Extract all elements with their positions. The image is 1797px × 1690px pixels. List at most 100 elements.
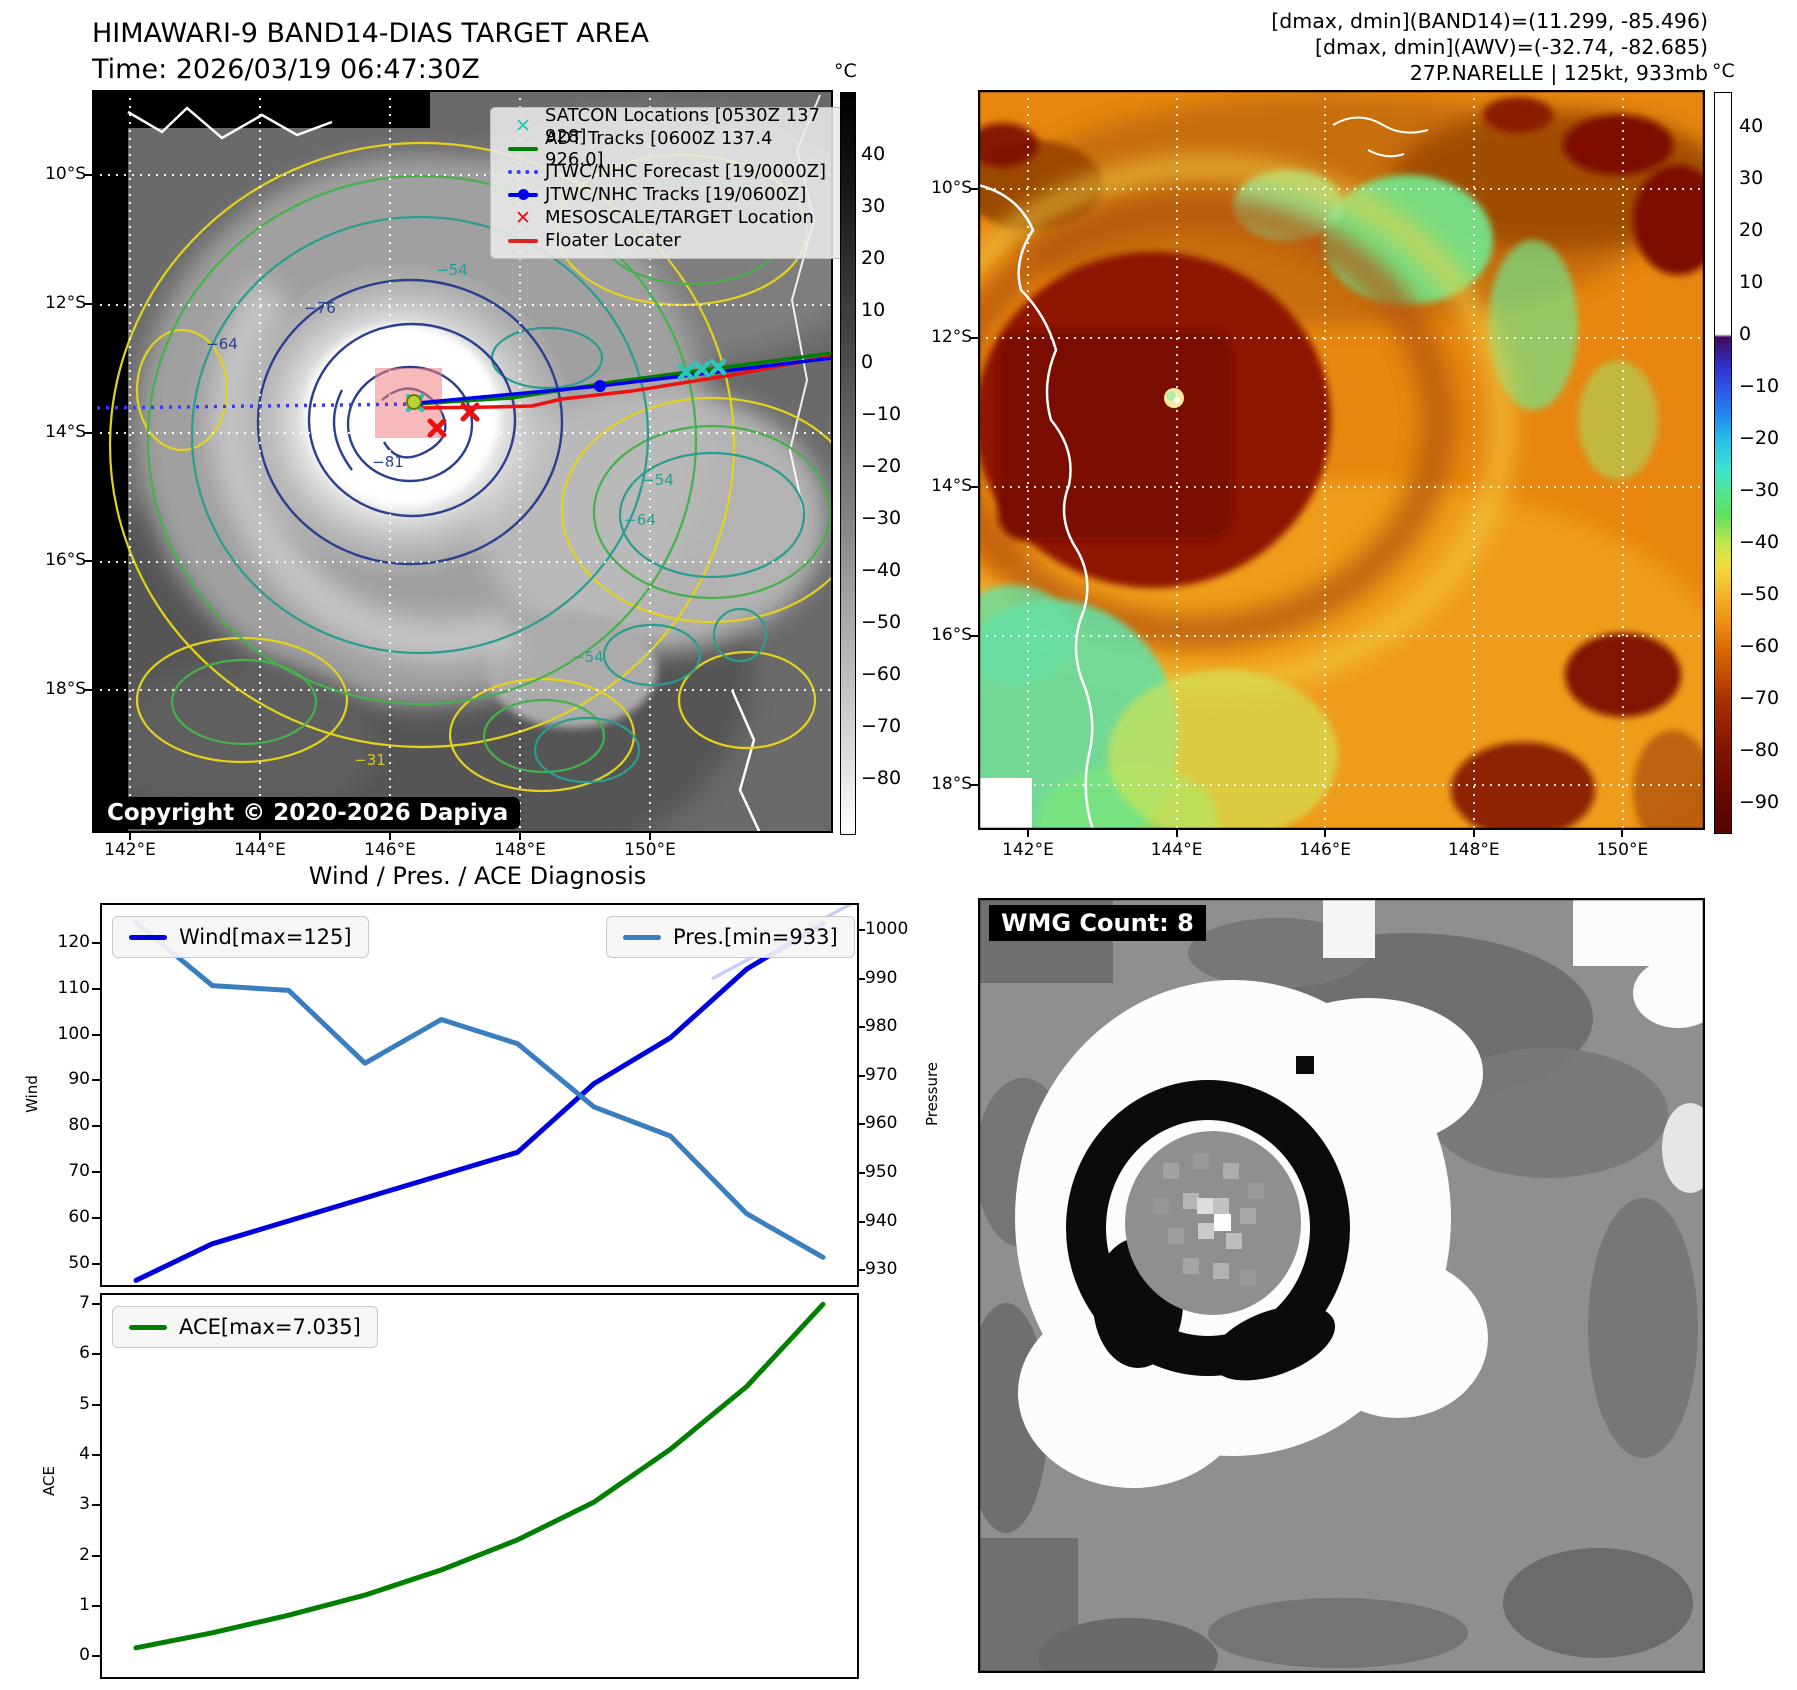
tick-mark: [92, 1655, 100, 1658]
tick-label: 12°S: [45, 292, 86, 313]
awv-cloud-field: [978, 95, 1705, 830]
tick-label: −50: [861, 611, 902, 633]
tick-label: 16°S: [931, 625, 972, 645]
tick-label: 14°S: [931, 476, 972, 496]
no-data-corner: [978, 778, 1032, 830]
ace-legend-label: ACE[max=7.035]: [179, 1315, 361, 1339]
tick-mark: [970, 337, 978, 339]
tick-mark: [970, 188, 978, 190]
tick-mark: [970, 635, 978, 637]
band14-map-legend: ✕ SATCON Locations [0530Z 137 928] ADT T…: [490, 105, 844, 259]
mesoscale-markers: [427, 402, 480, 438]
awv-dmax-dmin: [dmax, dmin](AWV)=(-32.74, -82.685): [1315, 35, 1708, 59]
tick-mark: [389, 833, 391, 840]
map-border: [978, 90, 1705, 830]
tick-mark: [970, 784, 978, 786]
tick-label: −10: [861, 403, 902, 425]
contour-label: −76: [304, 299, 336, 317]
legend-row-satcon: ✕ SATCON Locations [0530Z 137 928]: [501, 105, 831, 147]
tick-label: 90: [68, 1069, 90, 1090]
pres-legend-label: Pres.[min=933]: [673, 925, 838, 949]
tick-label: 16°S: [45, 550, 86, 571]
legend-row-jtwc: JTWC/NHC Tracks [19/0600Z]: [501, 183, 831, 206]
tick-label: 148°E: [1447, 840, 1500, 860]
series-line-wind: [133, 920, 826, 1283]
wmg-count-badge: WMG Count: 8: [989, 905, 1206, 941]
tick-label: 950: [865, 1162, 898, 1182]
copyright-badge: Copyright © 2020-2026 Dapiya: [95, 797, 521, 829]
tick-label: −10: [1739, 375, 1780, 397]
contour-label: −64: [206, 335, 238, 353]
tick-mark: [92, 1554, 100, 1557]
tick-mark: [857, 1269, 865, 1272]
tick-label: 60: [68, 1206, 90, 1227]
series-line-pres.: [133, 920, 826, 1260]
tick-label: −70: [861, 715, 902, 737]
wmg-image: [978, 898, 1705, 1673]
satcon-x-icon: ✕: [515, 114, 531, 137]
tick-mark: [857, 1220, 865, 1223]
tick-mark: [857, 1172, 865, 1174]
tick-mark: [857, 1074, 865, 1077]
tick-mark: [1027, 830, 1029, 837]
tick-label: 120: [57, 932, 90, 952]
tick-label: 930: [865, 1259, 898, 1280]
band14-colorbar-unit: °C: [834, 60, 857, 82]
tick-label: 150°E: [624, 840, 676, 860]
red-x-icon: ✕: [515, 206, 531, 229]
contour-label: −54: [572, 648, 604, 666]
contours-teal: [190, 215, 806, 784]
storm-id-intensity: 27P.NARELLE | 125kt, 933mb: [1409, 61, 1708, 85]
pres-line-icon: [623, 934, 661, 940]
tick-label: 20: [1739, 219, 1764, 241]
tick-label: 142°E: [1002, 840, 1054, 860]
contour-label: −31: [354, 751, 386, 769]
awv-colorbar: [1714, 92, 1732, 834]
legend-row-adt: ADT Tracks [0600Z 137.4 926.0]: [501, 128, 831, 170]
contour-label: −64: [624, 511, 656, 529]
tick-label: −20: [861, 455, 902, 477]
tick-label: 110: [57, 977, 90, 998]
legend-label: MESOSCALE/TARGET Location: [545, 207, 814, 228]
legend-row-forecast: JTWC/NHC Forecast [19/0000Z]: [501, 160, 831, 183]
wind-pres-plot-area: [133, 898, 860, 1283]
page-title-block: HIMAWARI-9 BAND14-DIAS TARGET AREA Time:…: [92, 16, 649, 88]
tick-label: −60: [1739, 635, 1780, 657]
tick-label: −40: [1739, 531, 1780, 553]
band14-colorbar: [840, 92, 856, 835]
tick-label: 10°S: [931, 178, 972, 198]
tick-label: −20: [1739, 427, 1780, 449]
wind-legend-label: Wind[max=125]: [179, 925, 352, 949]
tick-label: −80: [861, 767, 902, 789]
tick-mark: [92, 1216, 100, 1219]
blue-dotted-line-icon: [501, 169, 545, 174]
tick-label: 960: [865, 1113, 898, 1134]
tick-mark: [970, 486, 978, 488]
tick-label: 146°E: [1299, 840, 1352, 860]
tick-mark: [84, 302, 92, 305]
tick-mark: [1621, 830, 1624, 837]
floater-line: [417, 354, 833, 410]
wmg-border: [978, 898, 1705, 1673]
tick-label: 0: [861, 351, 874, 373]
tick-mark: [84, 431, 92, 434]
tick-mark: [857, 1123, 865, 1126]
contours-green: [146, 174, 832, 774]
tick-label: 70: [68, 1161, 90, 1181]
tick-label: 990: [865, 967, 898, 988]
map-border: [92, 90, 833, 833]
tick-mark: [92, 1033, 100, 1036]
tick-mark: [857, 929, 865, 931]
tick-label: 10: [1739, 271, 1764, 293]
tick-label: 80: [68, 1115, 90, 1136]
tick-label: −40: [861, 559, 902, 581]
tick-label: −50: [1739, 583, 1780, 605]
tick-label: 40: [861, 143, 886, 165]
tick-label: 940: [865, 1210, 898, 1231]
legend-row-mesoscale: ✕ MESOSCALE/TARGET Location: [501, 206, 831, 229]
wind-pres-chart: [100, 898, 860, 1287]
wmg-inner-core: [1125, 1131, 1301, 1315]
blue-line-dot-icon: [501, 188, 545, 200]
tick-label: 10°S: [45, 164, 86, 184]
tick-mark: [84, 174, 92, 176]
